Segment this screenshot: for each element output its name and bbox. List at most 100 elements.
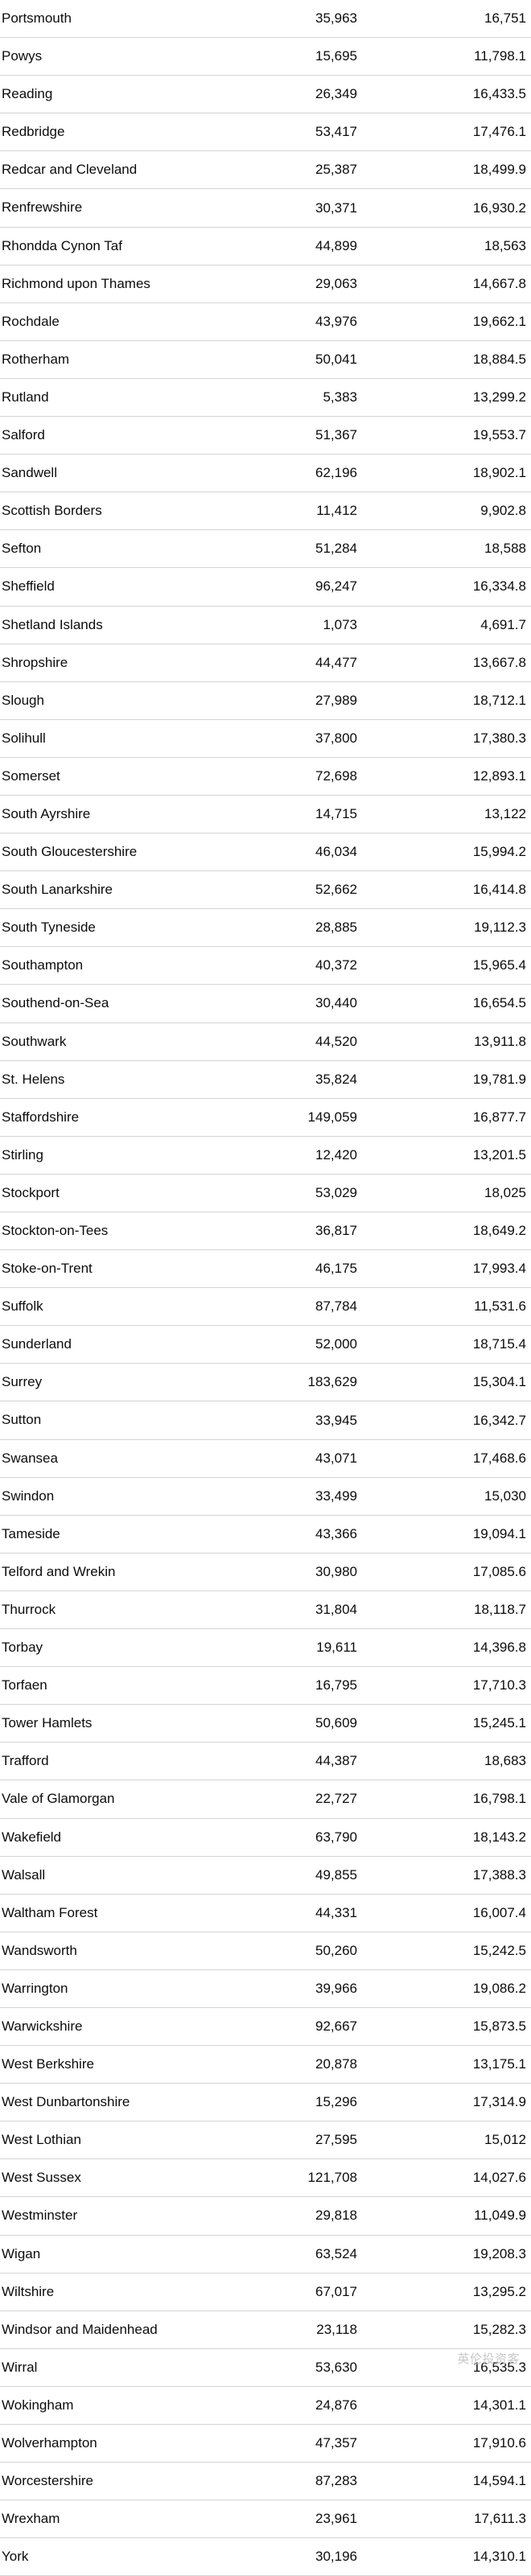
table-row: Stockton-on-Tees36,81718,649.2 bbox=[0, 1212, 531, 1250]
value-2: 14,301.1 bbox=[381, 2397, 526, 2413]
value-2: 19,112.3 bbox=[381, 920, 526, 936]
value-1: 23,961 bbox=[163, 2511, 381, 2527]
value-1: 5,383 bbox=[163, 389, 381, 405]
table-row: South Lanarkshire52,66216,414.8 bbox=[0, 871, 531, 909]
value-2: 13,911.8 bbox=[381, 1034, 526, 1050]
region-name: Slough bbox=[2, 692, 163, 710]
value-2: 19,662.1 bbox=[381, 314, 526, 330]
region-name: Sunderland bbox=[2, 1335, 163, 1353]
value-1: 33,945 bbox=[163, 1413, 381, 1429]
region-name: Wiltshire bbox=[2, 2283, 163, 2301]
table-row: Stoke-on-Trent46,17517,993.4 bbox=[0, 1250, 531, 1288]
value-1: 92,667 bbox=[163, 2018, 381, 2035]
region-name: Scottish Borders bbox=[2, 502, 163, 520]
value-2: 17,611.3 bbox=[381, 2511, 526, 2527]
table-row: Thurrock31,80418,118.7 bbox=[0, 1591, 531, 1629]
value-1: 72,698 bbox=[163, 768, 381, 784]
region-name: Tower Hamlets bbox=[2, 1714, 163, 1732]
table-row: Wigan63,52419,208.3 bbox=[0, 2236, 531, 2274]
value-2: 19,094.1 bbox=[381, 1526, 526, 1542]
value-2: 11,798.1 bbox=[381, 48, 526, 64]
value-2: 17,993.4 bbox=[381, 1261, 526, 1277]
value-1: 28,885 bbox=[163, 920, 381, 936]
value-1: 15,695 bbox=[163, 48, 381, 64]
value-2: 14,027.6 bbox=[381, 2170, 526, 2186]
value-1: 33,499 bbox=[163, 1488, 381, 1504]
region-name: Richmond upon Thames bbox=[2, 275, 163, 293]
value-2: 19,781.9 bbox=[381, 1072, 526, 1088]
region-name: Sheffield bbox=[2, 578, 163, 595]
value-2: 16,798.1 bbox=[381, 1791, 526, 1807]
region-name: Sutton bbox=[2, 1411, 163, 1429]
value-2: 15,965.4 bbox=[381, 957, 526, 973]
value-2: 18,902.1 bbox=[381, 465, 526, 481]
value-1: 44,477 bbox=[163, 655, 381, 671]
region-name: South Ayrshire bbox=[2, 805, 163, 823]
value-1: 25,387 bbox=[163, 162, 381, 178]
value-1: 50,260 bbox=[163, 1943, 381, 1959]
value-2: 13,201.5 bbox=[381, 1147, 526, 1163]
value-2: 14,594.1 bbox=[381, 2473, 526, 2489]
value-1: 52,662 bbox=[163, 882, 381, 898]
value-1: 50,609 bbox=[163, 1715, 381, 1731]
region-name: Staffordshire bbox=[2, 1109, 163, 1126]
region-name: Southend-on-Sea bbox=[2, 994, 163, 1012]
value-2: 18,715.4 bbox=[381, 1336, 526, 1352]
region-name: Redbridge bbox=[2, 123, 163, 141]
value-2: 15,994.2 bbox=[381, 844, 526, 860]
region-name: South Gloucestershire bbox=[2, 843, 163, 861]
table-row: Swindon33,49915,030 bbox=[0, 1478, 531, 1516]
value-1: 19,611 bbox=[163, 1640, 381, 1656]
value-1: 50,041 bbox=[163, 352, 381, 368]
table-row: Richmond upon Thames29,06314,667.8 bbox=[0, 265, 531, 303]
table-row: Wiltshire67,01713,295.2 bbox=[0, 2274, 531, 2311]
table-row: Southend-on-Sea30,44016,654.5 bbox=[0, 985, 531, 1023]
region-name: Thurrock bbox=[2, 1601, 163, 1619]
value-2: 18,649.2 bbox=[381, 1223, 526, 1239]
value-1: 20,878 bbox=[163, 2056, 381, 2072]
value-2: 14,310.1 bbox=[381, 2549, 526, 2565]
value-2: 16,877.7 bbox=[381, 1109, 526, 1125]
value-2: 18,712.1 bbox=[381, 693, 526, 709]
value-2: 11,049.9 bbox=[381, 2208, 526, 2224]
value-1: 183,629 bbox=[163, 1374, 381, 1390]
value-2: 13,295.2 bbox=[381, 2284, 526, 2300]
table-row: Torfaen16,79517,710.3 bbox=[0, 1667, 531, 1705]
value-1: 44,331 bbox=[163, 1905, 381, 1921]
table-row: Sheffield96,24716,334.8 bbox=[0, 568, 531, 606]
table-row: Rotherham50,04118,884.5 bbox=[0, 341, 531, 379]
table-row: Trafford44,38718,683 bbox=[0, 1743, 531, 1780]
value-2: 17,380.3 bbox=[381, 730, 526, 747]
region-name: West Dunbartonshire bbox=[2, 2093, 163, 2111]
value-1: 36,817 bbox=[163, 1223, 381, 1239]
region-name: Torbay bbox=[2, 1639, 163, 1656]
region-name: York bbox=[2, 2548, 163, 2566]
table-row: Wokingham24,87614,301.1 bbox=[0, 2387, 531, 2425]
region-name: Surrey bbox=[2, 1373, 163, 1391]
region-name: Stirling bbox=[2, 1146, 163, 1164]
value-2: 18,588 bbox=[381, 541, 526, 557]
table-row: Sandwell62,19618,902.1 bbox=[0, 455, 531, 492]
value-1: 63,524 bbox=[163, 2246, 381, 2262]
region-name: Wolverhampton bbox=[2, 2434, 163, 2452]
value-2: 15,873.5 bbox=[381, 2018, 526, 2035]
table-row: Reading26,34916,433.5 bbox=[0, 76, 531, 113]
table-row: Rochdale43,97619,662.1 bbox=[0, 303, 531, 341]
value-2: 18,499.9 bbox=[381, 162, 526, 178]
region-name: Wakefield bbox=[2, 1829, 163, 1846]
value-2: 16,930.2 bbox=[381, 200, 526, 216]
table-row: St. Helens35,82419,781.9 bbox=[0, 1061, 531, 1099]
region-name: Trafford bbox=[2, 1752, 163, 1770]
value-2: 16,342.7 bbox=[381, 1413, 526, 1429]
region-name: West Berkshire bbox=[2, 2055, 163, 2073]
table-row: Warrington39,96619,086.2 bbox=[0, 1970, 531, 2008]
table-row: Stockport53,02918,025 bbox=[0, 1175, 531, 1212]
table-row: Powys15,69511,798.1 bbox=[0, 38, 531, 76]
table-row: Surrey183,62915,304.1 bbox=[0, 1364, 531, 1401]
value-1: 1,073 bbox=[163, 617, 381, 633]
table-row: Solihull37,80017,380.3 bbox=[0, 720, 531, 758]
value-1: 67,017 bbox=[163, 2284, 381, 2300]
value-2: 17,710.3 bbox=[381, 1677, 526, 1693]
value-2: 19,553.7 bbox=[381, 427, 526, 443]
table-row: Southampton40,37215,965.4 bbox=[0, 947, 531, 985]
